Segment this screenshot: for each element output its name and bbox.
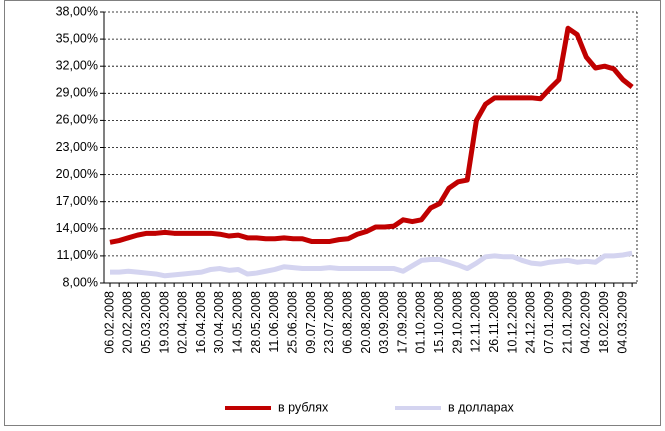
x-tick-label: 03.09.2008: [377, 291, 391, 354]
x-tick-label: 02.04.2008: [176, 291, 190, 354]
x-tick-label: 12.11.2008: [469, 291, 483, 353]
legend-label: в долларах: [448, 400, 515, 414]
x-tick-label: 05.03.2008: [139, 291, 153, 354]
y-tick-label: 38,00%: [56, 4, 98, 18]
y-tick-label: 23,00%: [56, 140, 98, 154]
x-tick-label: 25.06.2008: [285, 291, 299, 354]
y-tick-label: 8,00%: [63, 275, 98, 289]
y-tick-label: 32,00%: [56, 58, 98, 72]
y-tick-label: 35,00%: [56, 31, 98, 45]
x-tick-label: 06.02.2008: [102, 291, 116, 354]
x-tick-label: 15.10.2008: [432, 291, 446, 354]
series-line: [110, 250, 633, 279]
chart-frame: [4, 0, 661, 426]
x-tick-label: 29.10.2008: [450, 291, 464, 354]
y-tick-label: 14,00%: [56, 221, 98, 235]
x-tick-label: 16.04.2008: [194, 291, 208, 354]
x-tick-label: 23.07.2008: [322, 291, 336, 354]
y-tick-label: 29,00%: [56, 86, 98, 100]
y-tick-label: 26,00%: [56, 113, 98, 127]
y-tick-label: 11,00%: [57, 248, 98, 262]
series-line: [109, 25, 634, 245]
x-tick-label: 28.05.2008: [249, 291, 263, 354]
x-tick-label: 11.06.2008: [267, 291, 281, 353]
x-tick-label: 04.03.2009: [615, 291, 629, 354]
x-tick-label: 17.09.2008: [395, 291, 409, 354]
x-tick-label: 18.02.2009: [597, 291, 611, 354]
x-tick-label: 30.04.2008: [212, 291, 226, 354]
x-tick-label: 07.01.2009: [542, 291, 556, 354]
y-tick-label: 17,00%: [56, 194, 98, 208]
x-tick-label: 20.08.2008: [359, 291, 373, 354]
x-tick-label: 19.03.2008: [157, 291, 171, 354]
x-tick-label: 24.12.2008: [524, 291, 538, 354]
x-tick-label: 20.02.2008: [121, 291, 135, 354]
x-tick-label: 06.08.2008: [340, 291, 354, 354]
x-tick-label: 14.05.2008: [231, 291, 245, 354]
legend-label: в рублях: [278, 400, 329, 414]
x-tick-label: 21.01.2009: [560, 291, 574, 354]
x-tick-label: 26.11.2008: [487, 291, 501, 353]
x-tick-label: 01.10.2008: [414, 291, 428, 354]
x-tick-label: 09.07.2008: [304, 291, 318, 354]
x-tick-label: 10.12.2008: [505, 291, 519, 354]
x-tick-label: 04.02.2009: [579, 291, 593, 354]
y-tick-label: 20,00%: [56, 167, 98, 181]
